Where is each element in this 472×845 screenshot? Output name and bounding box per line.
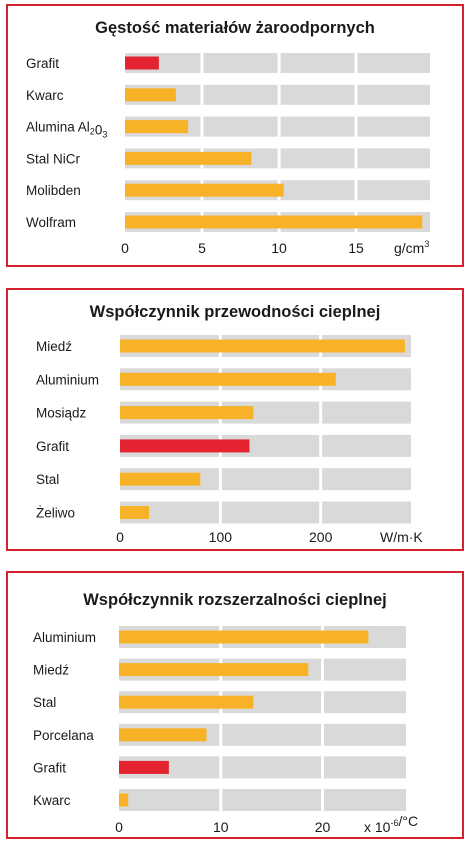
- band-separator: [218, 468, 222, 491]
- band-separator: [277, 148, 281, 169]
- x-unit-label: x 10-6/°C: [364, 813, 418, 835]
- band-separator: [277, 84, 281, 105]
- x-tick-label: 10: [213, 819, 229, 835]
- band-separator: [319, 501, 323, 524]
- category-label: Aluminium: [33, 630, 96, 645]
- x-tick-label: 20: [315, 819, 331, 835]
- band-separator: [321, 691, 325, 714]
- category-label: Kwarc: [26, 88, 64, 103]
- category-label: Stal: [36, 472, 59, 487]
- category-label: Stal: [33, 695, 56, 710]
- band-separator: [200, 84, 204, 105]
- band-separator: [354, 84, 358, 105]
- band-separator: [219, 789, 223, 811]
- band-separator: [319, 434, 323, 457]
- x-tick-label: 15: [348, 240, 364, 256]
- chart-title: Współczynnik przewodności cieplnej: [89, 303, 381, 321]
- category-label: Mosiądz: [36, 406, 87, 421]
- x-unit-label: W/m·K: [380, 529, 423, 545]
- x-tick-label: 10: [271, 240, 287, 256]
- band-separator: [354, 53, 358, 73]
- category-label: Wolfram: [26, 215, 76, 230]
- bar-aluminium: [120, 372, 336, 386]
- x-unit-label: g/cm3: [394, 239, 429, 256]
- row-band: [119, 789, 406, 811]
- x-tick-label: 100: [209, 529, 233, 545]
- band-separator: [319, 468, 323, 491]
- band-separator: [321, 658, 325, 681]
- chart-title: Współczynnik rozszerzalności cieplnej: [83, 591, 387, 609]
- density-chart: Grafit Kwarc Alumina Al203 Stal NiCr Molibde…: [26, 53, 430, 256]
- thermal-expansion-chart-panel: Współczynnik rozszerzalności cieplnej Al…: [6, 571, 464, 839]
- bar-stal: [119, 695, 254, 709]
- band-separator: [218, 501, 222, 524]
- band-separator: [354, 148, 358, 169]
- band-separator: [321, 723, 325, 746]
- bar-kwarc: [125, 88, 176, 102]
- x-tick-label: 0: [115, 819, 123, 835]
- band-separator: [277, 53, 281, 73]
- bar-grafit: [120, 439, 250, 453]
- x-tick-label: 0: [121, 240, 129, 256]
- thermal-conductivity-chart: Miedź Aluminium Mosiądz Grafit Stal Żeliwo 0 10…: [36, 335, 423, 545]
- bar-grafit: [119, 760, 169, 774]
- band-separator: [200, 116, 204, 137]
- chart-title: Gęstość materiałów żaroodpornych: [95, 19, 375, 37]
- category-label: Stal NiCr: [26, 151, 81, 166]
- bar-stal: [120, 472, 201, 486]
- category-label: Grafit: [36, 439, 69, 454]
- category-label: Porcelana: [33, 728, 94, 743]
- bar-porcelana: [119, 728, 207, 742]
- row-band: [125, 53, 430, 73]
- bar-molibden: [125, 183, 284, 197]
- category-label: Miedź: [33, 663, 69, 678]
- band-separator: [321, 789, 325, 811]
- category-label: Grafit: [33, 760, 66, 775]
- bar-mosiądz: [120, 406, 254, 420]
- band-separator: [319, 401, 323, 424]
- category-label: Alumina Al203: [26, 120, 107, 140]
- bar-aluminium: [119, 630, 369, 644]
- band-separator: [219, 723, 223, 746]
- row-band: [119, 756, 406, 779]
- band-separator: [219, 756, 223, 779]
- bar-żeliwo: [120, 506, 150, 519]
- band-separator: [321, 756, 325, 779]
- category-label: Grafit: [26, 56, 59, 71]
- category-label: Aluminium: [36, 372, 99, 387]
- bar-miedź: [120, 339, 405, 353]
- bar-stal-nicr: [125, 151, 252, 165]
- thermal-conductivity-chart-panel: Współczynnik przewodności cieplnej Miedź…: [6, 288, 464, 551]
- density-chart-panel: Gęstość materiałów żaroodpornych Grafit K…: [6, 4, 464, 267]
- band-separator: [354, 180, 358, 201]
- category-label: Molibden: [26, 183, 81, 198]
- thermal-expansion-chart: Aluminium Miedź Stal Porcelana Grafit Kwarc 0 1…: [33, 626, 418, 835]
- band-separator: [277, 116, 281, 137]
- bar-miedź: [119, 663, 309, 677]
- row-band: [120, 501, 411, 524]
- x-tick-label: 200: [309, 529, 333, 545]
- category-label: Żeliwo: [36, 506, 75, 521]
- bar-grafit: [125, 56, 159, 70]
- category-label: Miedź: [36, 339, 72, 354]
- band-separator: [354, 116, 358, 137]
- bar-kwarc: [119, 793, 129, 807]
- bar-wolfram: [125, 215, 423, 229]
- bar-alumina-al-0-: [125, 120, 189, 134]
- x-tick-label: 5: [198, 240, 206, 256]
- category-label: Kwarc: [33, 793, 71, 808]
- band-separator: [200, 53, 204, 73]
- x-tick-label: 0: [116, 529, 124, 545]
